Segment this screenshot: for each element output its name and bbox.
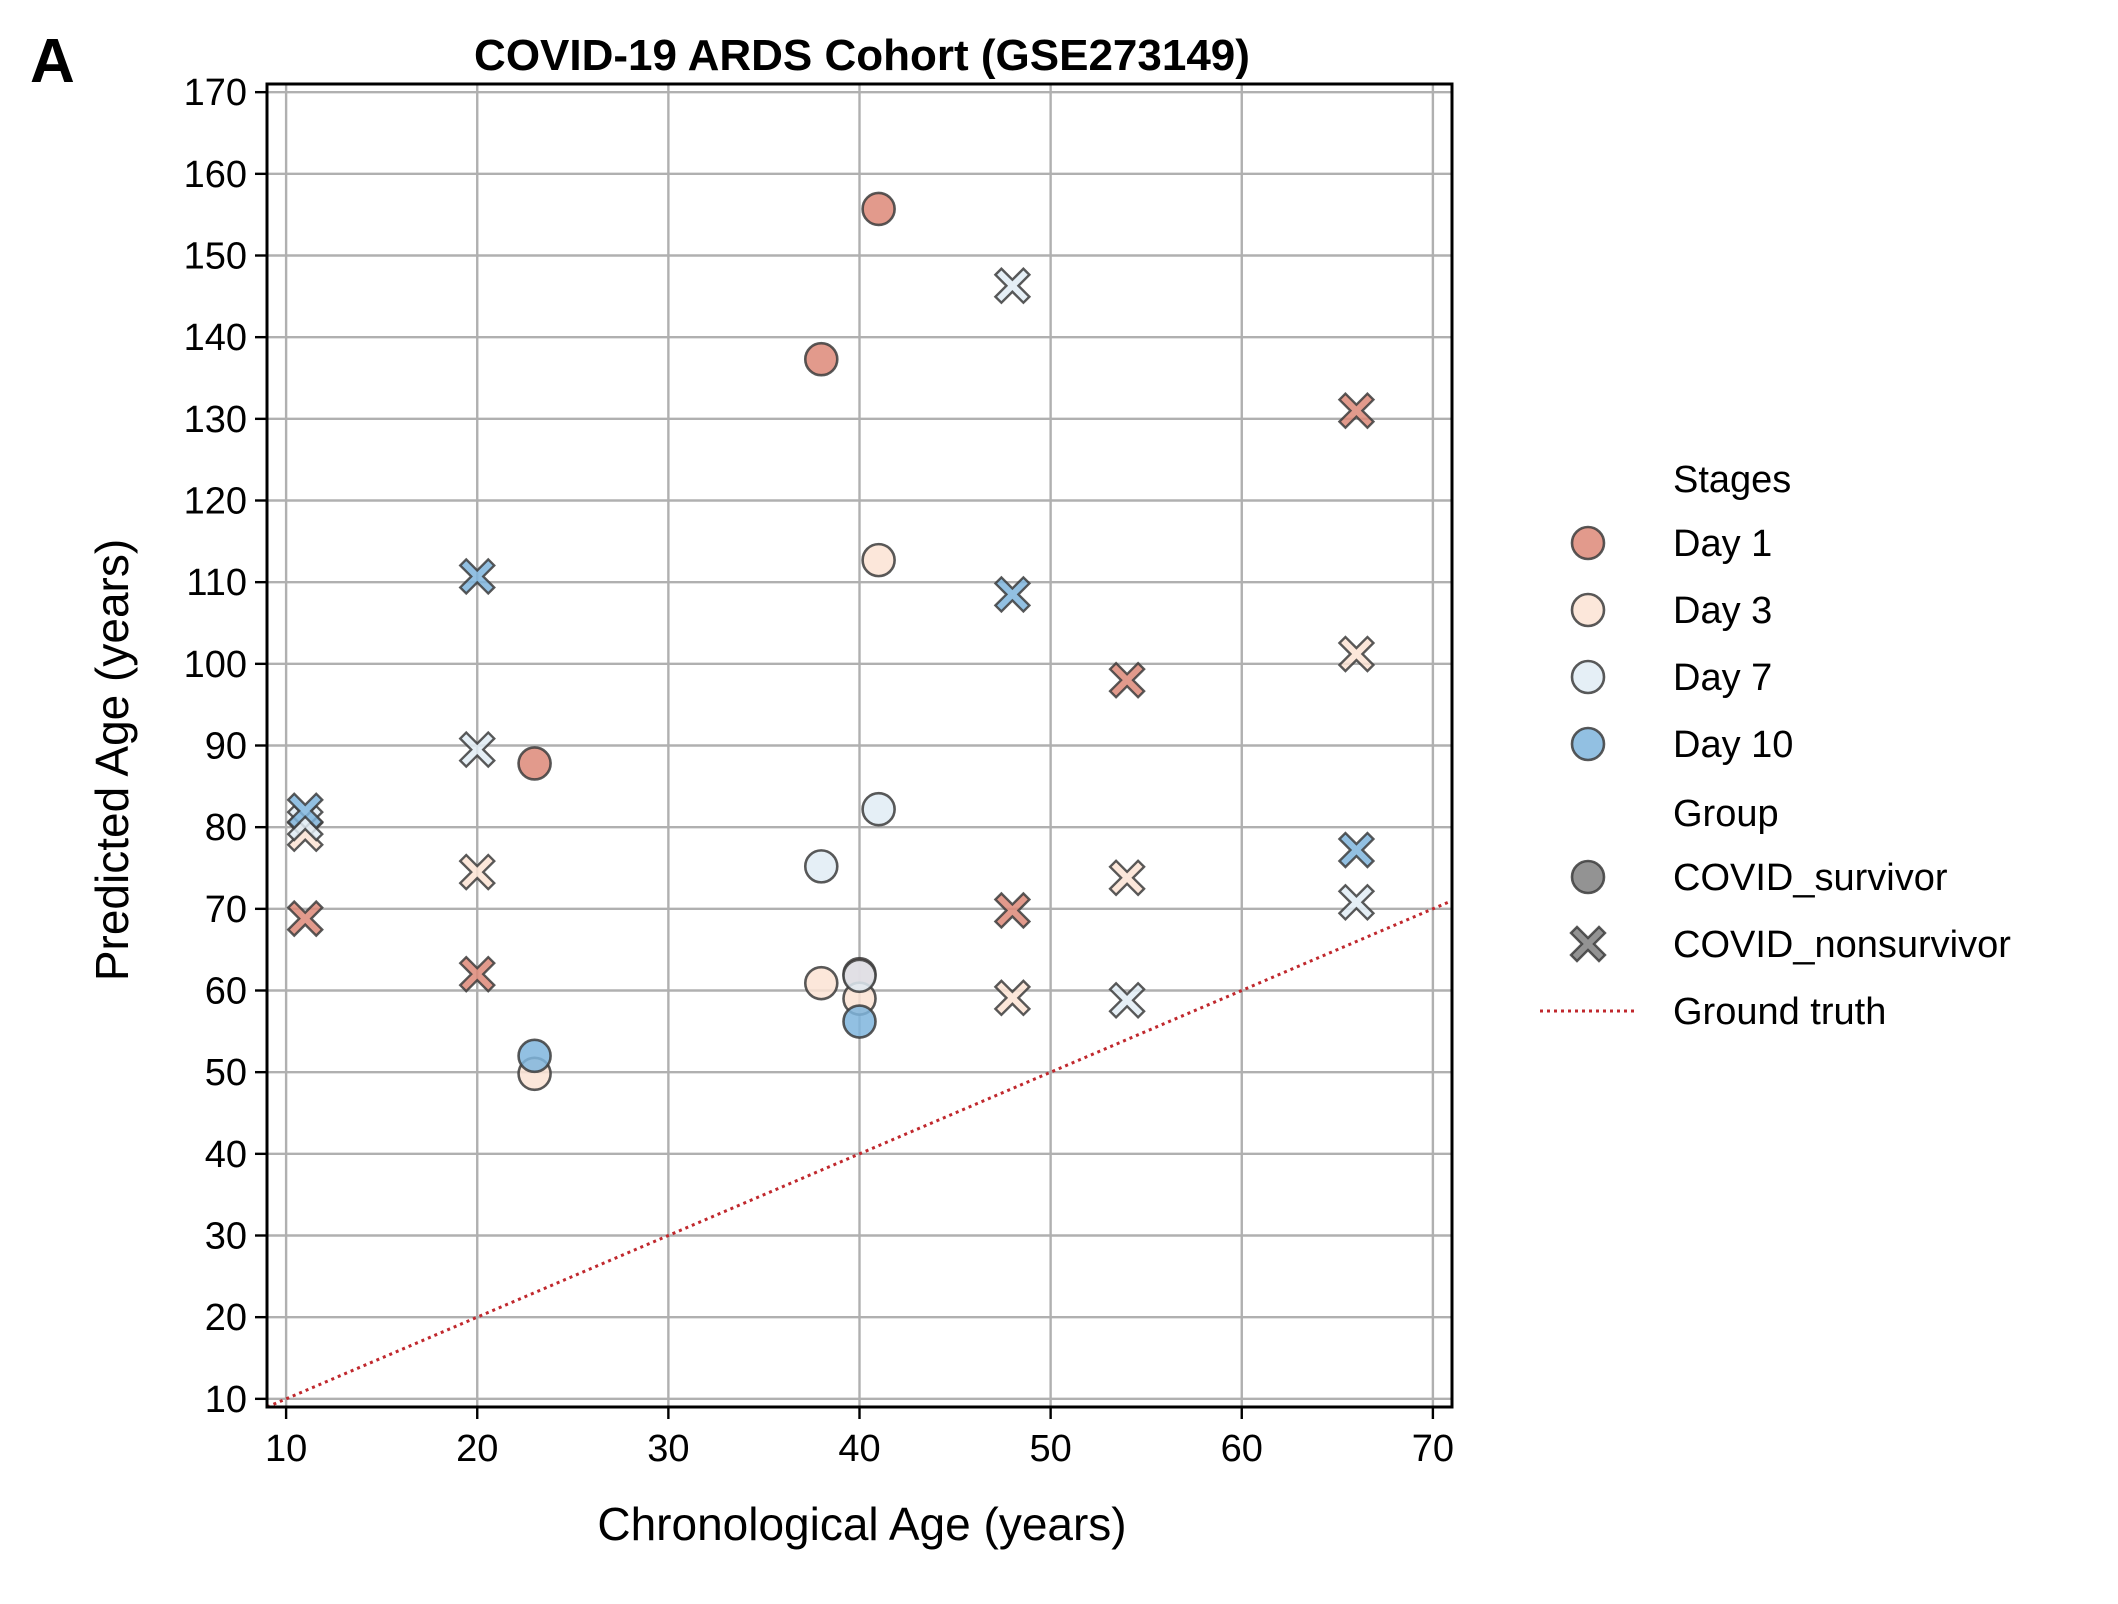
- legend-stage-marker: [1570, 726, 1606, 762]
- data-point-nonsurvivor: [1108, 981, 1146, 1019]
- y-tick-label: 30: [205, 1216, 247, 1258]
- legend-stage-marker: [1570, 659, 1606, 695]
- data-point-survivor: [803, 849, 839, 884]
- data-point-nonsurvivor: [1337, 831, 1376, 869]
- data-point-nonsurvivor: [1108, 661, 1146, 699]
- y-axis-label: Predicted Age (years): [86, 539, 138, 981]
- grid-lines: [267, 84, 1452, 1407]
- chart-title: COVID-19 ARDS Cohort (GSE273149): [474, 31, 1250, 80]
- data-point-nonsurvivor: [1108, 859, 1146, 897]
- data-point-nonsurvivor: [458, 853, 496, 891]
- legend-stage-label: Day 1: [1673, 523, 1772, 565]
- y-tick-label: 50: [205, 1052, 247, 1094]
- data-point-survivor: [842, 1004, 877, 1039]
- legend: Stages Day 1 Day 3 Day 7 Day 10 Group COVID…: [1540, 459, 2011, 1033]
- x-axis-label: Chronological Age (years): [597, 1498, 1126, 1550]
- y-tick-label: 70: [205, 889, 247, 931]
- data-point-survivor: [517, 746, 552, 781]
- legend-group-title: Group: [1673, 793, 1779, 835]
- x-tick-label: 20: [456, 1428, 498, 1470]
- data-point-survivor: [861, 542, 896, 578]
- legend-stage-marker: [1570, 525, 1606, 561]
- x-tick-label: 40: [838, 1428, 880, 1470]
- y-tick-label: 160: [184, 154, 247, 196]
- data-point-nonsurvivor: [458, 557, 496, 596]
- axis-ticks: 10 20 30 40 50 60 70 10 20 30 40 50 60 70 80 90 100 110 12…: [184, 72, 1454, 1470]
- data-point-nonsurvivor: [993, 891, 1032, 930]
- data-point-nonsurvivor: [458, 955, 496, 993]
- y-tick-label: 20: [205, 1297, 247, 1339]
- legend-group-label: COVID_survivor: [1673, 857, 1948, 899]
- y-tick-label: 100: [184, 644, 247, 686]
- legend-stages-title: Stages: [1673, 459, 1791, 501]
- y-tick-label: 40: [205, 1134, 247, 1176]
- x-tick-label: 60: [1221, 1428, 1263, 1470]
- panel-label: A: [30, 27, 75, 96]
- data-point-nonsurvivor: [458, 730, 496, 769]
- y-tick-label: 140: [184, 317, 247, 359]
- data-point-survivor: [803, 965, 839, 1001]
- y-tick-label: 120: [184, 481, 247, 523]
- data-point-nonsurvivor: [1337, 883, 1376, 921]
- legend-group-marker: [1570, 859, 1606, 895]
- data-points: [286, 191, 1376, 1092]
- ground-truth-line-layer: [266, 899, 1453, 1409]
- data-point-survivor: [803, 341, 839, 377]
- x-tick-label: 50: [1029, 1428, 1071, 1470]
- legend-stage-marker: [1570, 592, 1606, 628]
- legend-group-marker: [1569, 925, 1607, 963]
- data-point-nonsurvivor: [993, 267, 1032, 305]
- x-tick-label: 30: [647, 1428, 689, 1470]
- legend-group-label: COVID_nonsurvivor: [1673, 924, 2011, 966]
- y-tick-label: 10: [205, 1379, 247, 1421]
- data-point-nonsurvivor: [286, 792, 324, 830]
- y-tick-label: 60: [205, 971, 247, 1013]
- y-tick-label: 170: [184, 72, 247, 114]
- data-point-survivor: [861, 791, 896, 827]
- plot-frame: [265, 82, 1454, 1409]
- y-tick-label: 110: [186, 562, 247, 604]
- data-point-nonsurvivor: [993, 979, 1032, 1017]
- data-point-survivor: [517, 1038, 552, 1074]
- x-tick-label: 70: [1412, 1428, 1454, 1470]
- ground-truth-line: [266, 899, 1453, 1409]
- data-point-nonsurvivor: [286, 899, 324, 938]
- data-point-nonsurvivor: [993, 575, 1032, 614]
- y-tick-label: 90: [205, 726, 247, 768]
- legend-stage-label: Day 3: [1673, 590, 1772, 632]
- legend-stage-label: Day 10: [1673, 724, 1793, 766]
- x-tick-label: 10: [265, 1428, 307, 1470]
- y-tick-label: 130: [184, 399, 247, 441]
- data-point-nonsurvivor: [1337, 391, 1376, 430]
- legend-stage-label: Day 7: [1673, 657, 1772, 699]
- data-point-survivor: [842, 958, 877, 994]
- data-point-nonsurvivor: [1337, 635, 1376, 673]
- data-point-survivor: [861, 191, 896, 227]
- y-tick-label: 150: [184, 236, 247, 278]
- legend-ground-truth-label: Ground truth: [1673, 991, 1886, 1033]
- y-tick-label: 80: [205, 807, 247, 849]
